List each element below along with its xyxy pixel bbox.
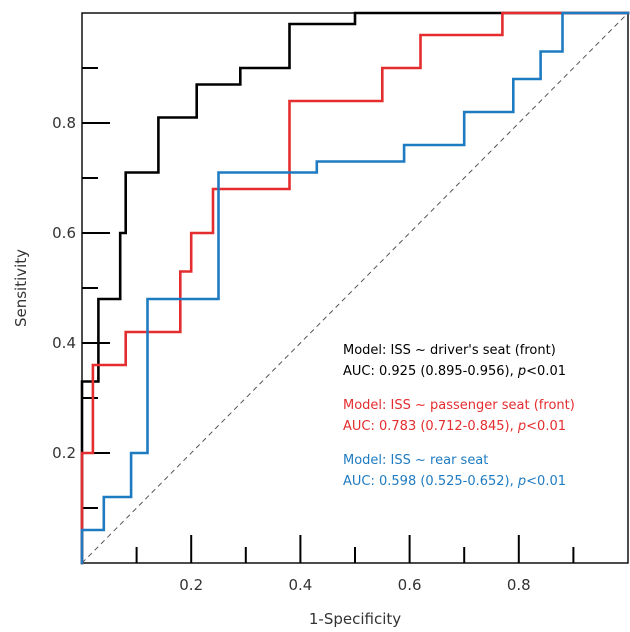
x-axis-title: 1-Specificity — [309, 610, 401, 628]
legend-auc-label: AUC: 0.783 (0.712-0.845), p<0.01 — [343, 419, 566, 434]
y-tick-label: 0.4 — [52, 334, 76, 352]
x-tick-label: 0.8 — [507, 576, 531, 594]
x-tick-label: 0.6 — [398, 576, 422, 594]
roc-curve-3 — [80, 11, 630, 565]
legend-model-label: Model: ISS ~ driver's seat (front) — [343, 343, 556, 358]
legend-auc-label: AUC: 0.925 (0.895-0.956), p<0.01 — [343, 364, 566, 379]
roc-curve-2 — [80, 11, 630, 565]
legend-model-label: Model: ISS ~ passenger seat (front) — [343, 398, 575, 413]
roc-curve-1 — [80, 11, 630, 565]
legend-model-label: Model: ISS ~ rear seat — [343, 453, 488, 468]
y-tick-label: 0.6 — [52, 224, 76, 242]
x-tick-label: 0.4 — [288, 576, 312, 594]
x-tick-label: 0.2 — [179, 576, 203, 594]
legend-auc-label: AUC: 0.598 (0.525-0.652), p<0.01 — [343, 474, 566, 489]
y-tick-label: 0.2 — [52, 444, 76, 462]
reference-diagonal — [81, 12, 629, 564]
y-tick-label: 0.8 — [52, 114, 76, 132]
y-axis-title: Sensitivity — [12, 249, 30, 327]
